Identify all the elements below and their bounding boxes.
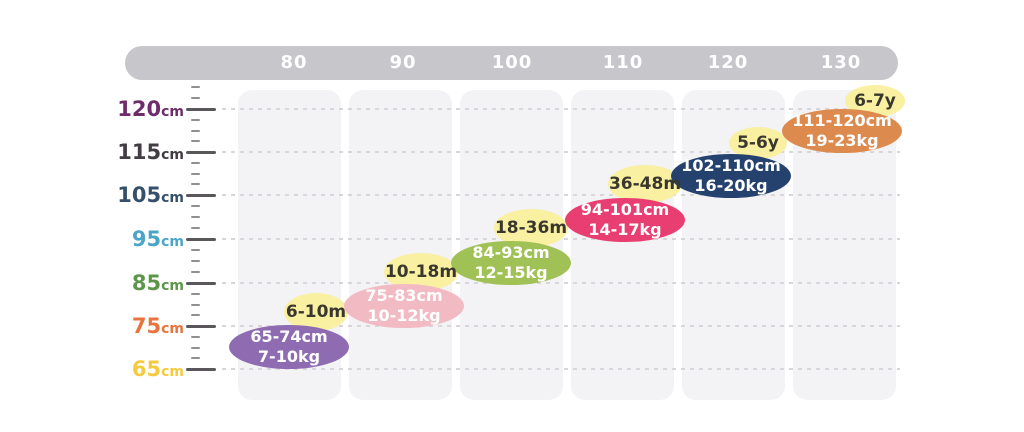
height-axis-label-85cm: 85cm bbox=[40, 270, 184, 296]
ruler-tick-major bbox=[186, 238, 216, 241]
column-band bbox=[571, 90, 674, 400]
height-range-label: 65-74cm bbox=[250, 327, 328, 346]
height-axis-label-75cm: 75cm bbox=[40, 313, 184, 339]
ruler-tick-minor bbox=[191, 292, 200, 295]
height-gridline bbox=[222, 108, 900, 110]
ruler-tick-minor bbox=[191, 140, 200, 143]
height-value: 120 bbox=[117, 97, 162, 121]
ruler-tick-major bbox=[186, 151, 216, 154]
ruler-tick-minor bbox=[191, 335, 200, 338]
size-range-bubble-90: 75-83cm 10-12kg bbox=[344, 284, 464, 328]
height-gridline bbox=[222, 325, 900, 327]
height-range-label: 94-101cm bbox=[580, 200, 670, 219]
ruler-tick-minor bbox=[191, 314, 200, 317]
age-bubble-fill bbox=[284, 293, 348, 331]
height-value: 65 bbox=[131, 357, 162, 381]
ruler-tick-major bbox=[186, 325, 216, 328]
height-unit: cm bbox=[161, 321, 184, 337]
age-range-label: 5-6y bbox=[737, 133, 779, 153]
ruler-tick-minor bbox=[191, 118, 200, 121]
size-range-bubble-130: 111-120cm 19-23kg bbox=[782, 109, 902, 153]
ruler-tick-major bbox=[186, 194, 216, 197]
size-range-bubble-100: 84-93cm 12-15kg bbox=[451, 241, 571, 285]
height-value: 105 bbox=[117, 183, 162, 207]
age-range-label: 6-10m bbox=[285, 302, 347, 322]
size-range-bubble-110: 94-101cm 14-17kg bbox=[565, 198, 685, 242]
age-bubble-18-36m: 18-36m bbox=[494, 209, 568, 247]
age-range-label: 18-36m bbox=[494, 218, 568, 238]
weight-range-label: 19-23kg bbox=[805, 131, 879, 150]
height-unit: cm bbox=[161, 234, 184, 250]
ruler-tick-minor bbox=[191, 161, 200, 164]
height-unit: cm bbox=[161, 104, 184, 120]
size-axis-tick-100: 100 bbox=[491, 52, 533, 73]
age-bubble-fill bbox=[494, 209, 568, 247]
age-bubble-fill bbox=[608, 165, 682, 203]
size-axis-tick-80: 80 bbox=[280, 52, 308, 73]
ruler-tick-minor bbox=[191, 216, 200, 218]
size-axis-tick-110: 110 bbox=[602, 52, 644, 73]
ruler-tick-minor bbox=[191, 129, 200, 132]
ruler-tick-minor bbox=[191, 172, 200, 175]
column-band bbox=[349, 90, 452, 400]
age-bubble-10-18m: 10-18m bbox=[384, 253, 458, 291]
ruler-tick-minor bbox=[191, 346, 200, 349]
height-range-label: 75-83cm bbox=[365, 286, 443, 305]
weight-range-label: 12-15kg bbox=[474, 263, 548, 282]
height-range-label: 111-120cm bbox=[792, 111, 892, 130]
ruler-tick-minor bbox=[191, 249, 200, 251]
weight-range-label: 7-10kg bbox=[257, 347, 321, 366]
height-gridline bbox=[222, 368, 900, 370]
height-value: 85 bbox=[131, 271, 162, 295]
height-range-label: 84-93cm bbox=[472, 243, 550, 262]
height-unit: cm bbox=[161, 147, 184, 163]
ruler-tick-major bbox=[186, 368, 216, 371]
height-gridline bbox=[222, 282, 900, 284]
weight-range-label: 16-20kg bbox=[694, 176, 768, 195]
size-range-bubble-120: 102-110cm 16-20kg bbox=[671, 154, 791, 198]
ruler-tick-minor bbox=[191, 303, 200, 306]
ruler-tick-minor bbox=[191, 260, 200, 262]
age-bubble-fill bbox=[729, 127, 787, 159]
ruler-tick-major bbox=[186, 108, 216, 111]
ruler-tick-minor bbox=[191, 183, 200, 186]
age-range-label: 6-7y bbox=[854, 91, 896, 111]
height-axis-label-105cm: 105cm bbox=[40, 182, 184, 208]
size-range-bubble-80: 65-74cm 7-10kg bbox=[229, 325, 349, 369]
height-axis-label-65cm: 65cm bbox=[40, 356, 184, 382]
height-unit: cm bbox=[161, 278, 184, 294]
size-axis-tick-90: 90 bbox=[389, 52, 417, 73]
height-range-label: 102-110cm bbox=[681, 156, 781, 175]
size-axis-tick-130: 130 bbox=[820, 52, 862, 73]
ruler-tick-minor bbox=[191, 97, 200, 100]
age-bubble-6-10m: 6-10m bbox=[284, 293, 348, 331]
ruler-tick-minor bbox=[191, 357, 200, 360]
age-bubble-36-48m: 36-48m bbox=[608, 165, 682, 203]
age-bubble-5-6y: 5-6y bbox=[729, 127, 787, 159]
height-value: 95 bbox=[131, 227, 162, 251]
weight-range-label: 14-17kg bbox=[588, 220, 662, 239]
ruler-tick-minor bbox=[191, 86, 200, 89]
height-value: 75 bbox=[131, 314, 162, 338]
height-unit: cm bbox=[161, 190, 184, 206]
height-gridline bbox=[222, 194, 900, 196]
ruler-tick-minor bbox=[191, 205, 200, 207]
age-bubble-6-7y: 6-7y bbox=[845, 85, 905, 117]
height-axis-label-115cm: 115cm bbox=[40, 139, 184, 165]
ruler-tick-minor bbox=[191, 271, 200, 273]
age-range-label: 36-48m bbox=[608, 174, 682, 194]
height-gridline bbox=[222, 151, 900, 153]
height-unit: cm bbox=[161, 364, 184, 380]
weight-range-label: 10-12kg bbox=[367, 306, 441, 325]
age-range-label: 10-18m bbox=[384, 262, 458, 282]
ruler-tick-major bbox=[186, 282, 216, 285]
height-value: 115 bbox=[117, 140, 162, 164]
size-axis-bar: 80 90 100 110 120 130 bbox=[125, 46, 898, 80]
height-axis-label-95cm: 95cm bbox=[40, 226, 184, 252]
size-axis-tick-120: 120 bbox=[707, 52, 749, 73]
ruler-tick-minor bbox=[191, 227, 200, 229]
height-axis-label-120cm: 120cm bbox=[40, 96, 184, 122]
